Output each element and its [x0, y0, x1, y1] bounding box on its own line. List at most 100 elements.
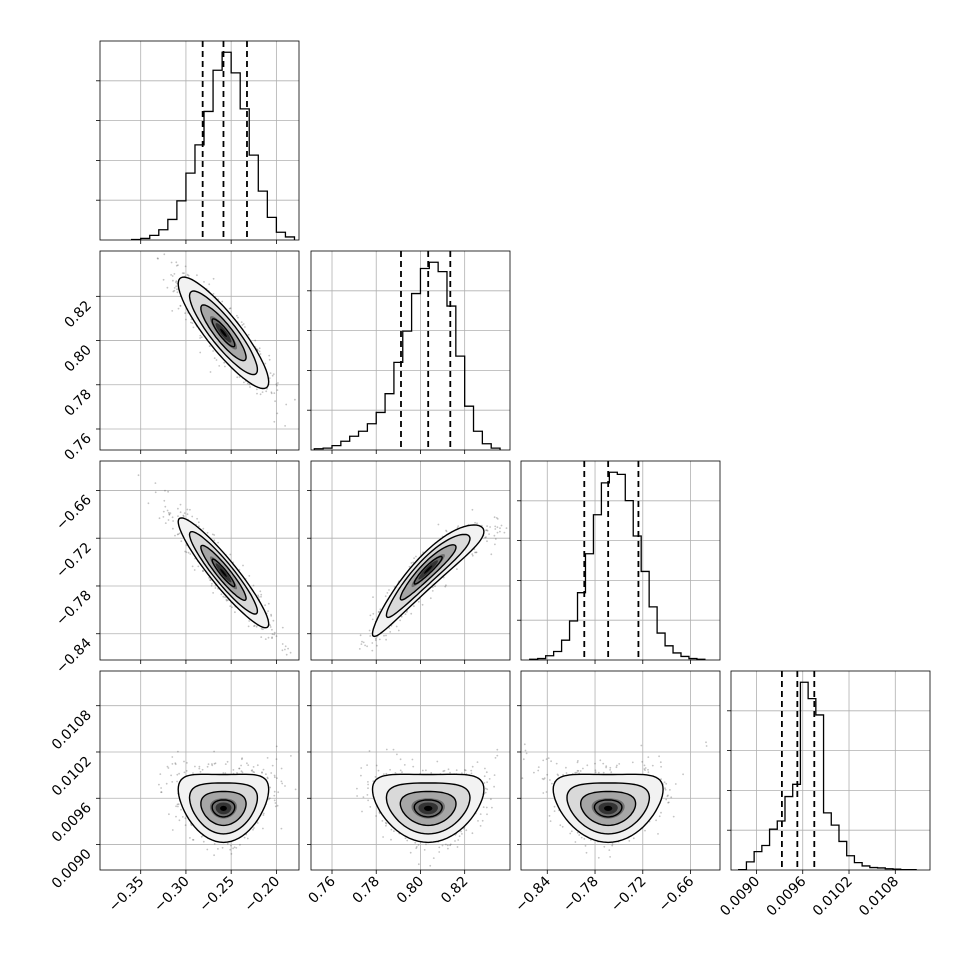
contour-line: [200, 304, 247, 362]
sample-point: [367, 783, 369, 786]
sample-point: [412, 561, 415, 564]
sample-point: [213, 762, 216, 765]
sample-point: [360, 767, 363, 769]
sample-point: [154, 482, 157, 484]
x-tick-label: 0.80: [394, 874, 427, 907]
sample-point: [496, 531, 499, 534]
sample-point: [385, 748, 388, 751]
sample-point: [486, 540, 488, 543]
sample-point: [360, 643, 363, 645]
sample-point: [251, 769, 254, 771]
sample-point: [192, 326, 195, 329]
sample-point: [269, 626, 272, 628]
sample-point: [183, 771, 186, 774]
sample-point: [264, 604, 266, 607]
sample-point: [385, 638, 387, 641]
sample-point: [449, 844, 451, 847]
sample-point: [207, 763, 210, 766]
sample-point: [212, 277, 215, 280]
contour-line: [593, 799, 623, 818]
sample-point: [208, 283, 211, 286]
sample-point: [221, 846, 224, 849]
sample-point: [289, 651, 292, 654]
sample-point: [586, 764, 589, 767]
sample-point: [521, 777, 524, 780]
sample-point: [176, 288, 178, 291]
sample-point: [171, 829, 174, 831]
sample-point: [242, 564, 244, 567]
sample-point: [643, 768, 646, 770]
sample-point: [503, 531, 506, 534]
sample-point: [388, 627, 391, 629]
sample-point: [446, 844, 449, 847]
sample-point: [167, 519, 170, 521]
contour-line: [579, 790, 637, 827]
sample-point: [184, 312, 187, 315]
sample-point: [160, 787, 163, 789]
sample-point: [270, 391, 273, 394]
sample-point: [668, 801, 670, 804]
sample-point: [256, 392, 258, 395]
sample-point: [209, 371, 212, 373]
sample-point: [488, 533, 490, 535]
sample-point: [169, 512, 172, 514]
pair-panel-p1-p3: −0.84 −0.78 −0.72 −0.66: [53, 460, 300, 677]
sample-point: [158, 517, 161, 520]
sample-point: [430, 772, 433, 774]
sample-point: [367, 799, 369, 802]
sample-point: [258, 347, 261, 350]
sample-point: [461, 833, 463, 835]
sample-point: [565, 772, 568, 774]
panel-frame: [99, 460, 300, 661]
sample-point: [705, 745, 708, 747]
sample-point: [187, 551, 190, 554]
sample-point: [252, 766, 255, 768]
sample-point: [397, 629, 400, 632]
x-tick-label: −0.66: [656, 873, 698, 915]
sample-point: [199, 770, 202, 773]
sample-point: [496, 518, 499, 520]
sample-point: [415, 847, 418, 849]
sample-point: [421, 603, 424, 606]
sample-point: [561, 825, 564, 828]
sample-point: [202, 840, 205, 843]
sample-point: [383, 773, 385, 776]
sample-point: [191, 565, 194, 568]
sample-point: [173, 287, 176, 289]
sample-point: [210, 584, 213, 587]
sample-point: [479, 813, 482, 815]
pair-panel-p2-p4: 0.76 0.78 0.80 0.82: [305, 670, 511, 907]
sample-point: [239, 843, 241, 846]
contour-line: [211, 318, 236, 348]
sample-point: [137, 474, 140, 477]
panel-frame: [310, 670, 511, 871]
sample-point: [594, 771, 597, 774]
sample-point: [443, 769, 446, 772]
sample-point: [272, 619, 275, 622]
sample-point: [157, 257, 159, 260]
sample-point: [670, 796, 673, 799]
sample-point: [618, 763, 621, 765]
sample-point: [403, 764, 406, 766]
sample-point: [609, 856, 611, 858]
sample-point: [374, 637, 377, 640]
sample-point: [186, 513, 189, 516]
sample-point: [212, 293, 215, 295]
sample-point: [570, 830, 573, 833]
sample-point: [171, 275, 174, 277]
sample-point: [368, 750, 371, 752]
x-tick-label: 0.0108: [856, 874, 902, 920]
sample-point: [240, 321, 243, 323]
sample-point: [246, 837, 249, 840]
sample-point: [172, 290, 175, 293]
sample-point: [178, 819, 181, 822]
sample-point: [243, 381, 245, 384]
sample-point: [258, 350, 261, 353]
sample-point: [476, 761, 479, 763]
sample-point: [177, 750, 179, 753]
sample-point: [198, 525, 200, 528]
sample-point: [259, 590, 262, 593]
sample-point: [494, 757, 497, 759]
sample-point: [211, 764, 214, 767]
sample-point: [666, 795, 669, 798]
